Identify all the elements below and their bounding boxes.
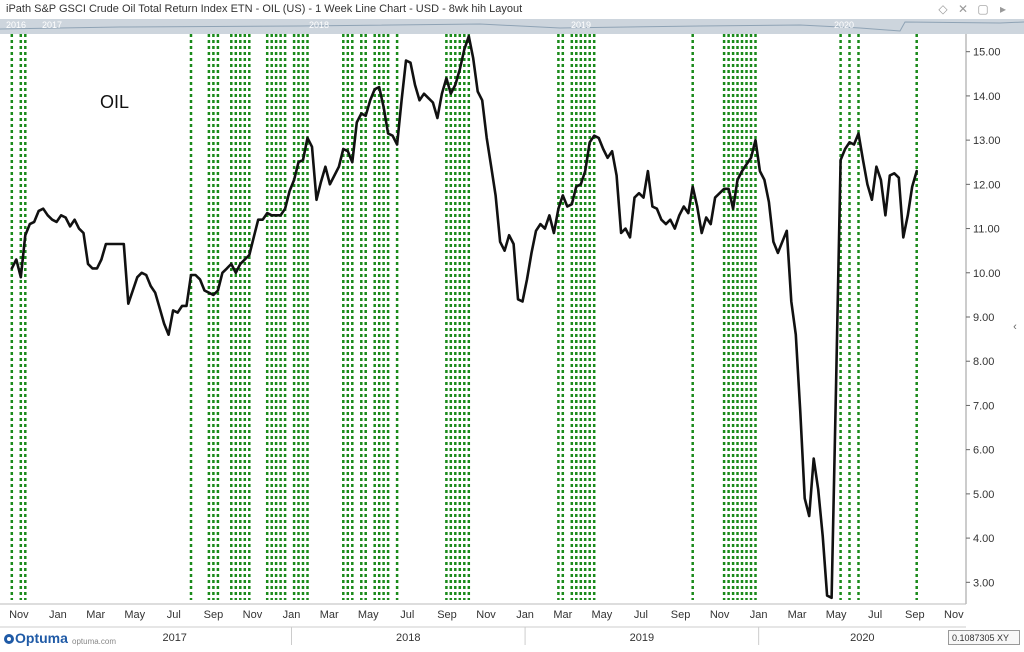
- month-label: Mar: [788, 609, 807, 621]
- year-label: 2018: [396, 632, 420, 644]
- y-tick-label: 15.00: [973, 47, 1001, 59]
- month-label: May: [124, 609, 145, 621]
- marker-lines: [10, 34, 918, 600]
- month-label: Nov: [243, 609, 263, 621]
- month-label: Jan: [750, 609, 768, 621]
- month-label: May: [826, 609, 847, 621]
- overview-navigator[interactable]: [0, 19, 1024, 34]
- price-line: [10, 34, 918, 600]
- y-tick-label: 12.00: [973, 179, 1001, 191]
- month-label: Sep: [204, 609, 224, 621]
- close-icon[interactable]: ✕: [957, 2, 969, 16]
- strip-year-label: 2016: [6, 20, 27, 30]
- y-tick-label: 8.00: [973, 356, 994, 368]
- diamond-icon[interactable]: ◇: [938, 2, 948, 16]
- month-label: Nov: [710, 609, 730, 621]
- overview-sparkline: [0, 21, 1024, 32]
- strip-year-label: 2018: [309, 20, 330, 30]
- window-title: iPath S&P GSCI Crude Oil Total Return In…: [6, 3, 523, 15]
- y-tick-label: 4.00: [973, 533, 994, 545]
- logo-mark-icon: [4, 634, 14, 644]
- month-label: Jan: [283, 609, 301, 621]
- collapse-arrow-icon[interactable]: ‹: [1013, 321, 1017, 333]
- month-label: Jan: [49, 609, 67, 621]
- month-label: Sep: [905, 609, 925, 621]
- maximize-icon[interactable]: ▢: [977, 2, 989, 16]
- month-label: Sep: [671, 609, 691, 621]
- brand-name: Optuma: [15, 630, 68, 646]
- month-label: Nov: [944, 609, 964, 621]
- y-tick-label: 13.00: [973, 135, 1001, 147]
- y-tick-label: 6.00: [973, 445, 994, 457]
- y-tick-label: 9.00: [973, 312, 994, 324]
- website-label: optuma.com: [72, 637, 117, 646]
- y-tick-label: 10.00: [973, 268, 1001, 280]
- strip-year-label: 2017: [42, 20, 63, 30]
- month-label: Mar: [553, 609, 572, 621]
- month-label: Jul: [400, 609, 414, 621]
- xy-readout[interactable]: 0.1087305 XY: [948, 630, 1020, 645]
- month-label: Nov: [9, 609, 29, 621]
- chart-annotation: OIL: [100, 92, 129, 112]
- y-tick-label: 11.00: [973, 224, 1000, 236]
- month-label: Sep: [437, 609, 457, 621]
- strip-year-label: 2020: [834, 20, 855, 30]
- y-tick-label: 3.00: [973, 577, 994, 589]
- month-label: Jan: [516, 609, 534, 621]
- title-bar: iPath S&P GSCI Crude Oil Total Return In…: [0, 0, 1024, 19]
- footer: [0, 628, 1024, 652]
- month-label: Jul: [868, 609, 882, 621]
- year-label: 2020: [850, 632, 874, 644]
- month-label: Mar: [86, 609, 105, 621]
- y-tick-label: 5.00: [973, 489, 994, 501]
- month-label: Mar: [320, 609, 339, 621]
- month-label: May: [591, 609, 612, 621]
- year-label: 2017: [162, 632, 186, 644]
- y-axis: 3.00 4.00 5.00 6.00 7.00 8.00 9.00 10.00 11.00 12…: [965, 34, 1001, 604]
- price-series: [10, 34, 918, 600]
- month-label: May: [358, 609, 379, 621]
- optuma-logo: Optuma: [4, 630, 68, 646]
- strip-year-label: 2019: [571, 20, 592, 30]
- scroll-right-icon[interactable]: ▸: [999, 2, 1007, 16]
- month-label: Jul: [167, 609, 181, 621]
- y-tick-label: 14.00: [973, 91, 1001, 103]
- y-tick-label: 7.00: [973, 400, 994, 412]
- month-label: Jul: [634, 609, 648, 621]
- month-label: Nov: [476, 609, 496, 621]
- year-label: 2019: [630, 632, 654, 644]
- x-axis: Nov Jan Mar May Jul Sep Nov Jan Mar May Jul Sep Nov J…: [0, 603, 966, 645]
